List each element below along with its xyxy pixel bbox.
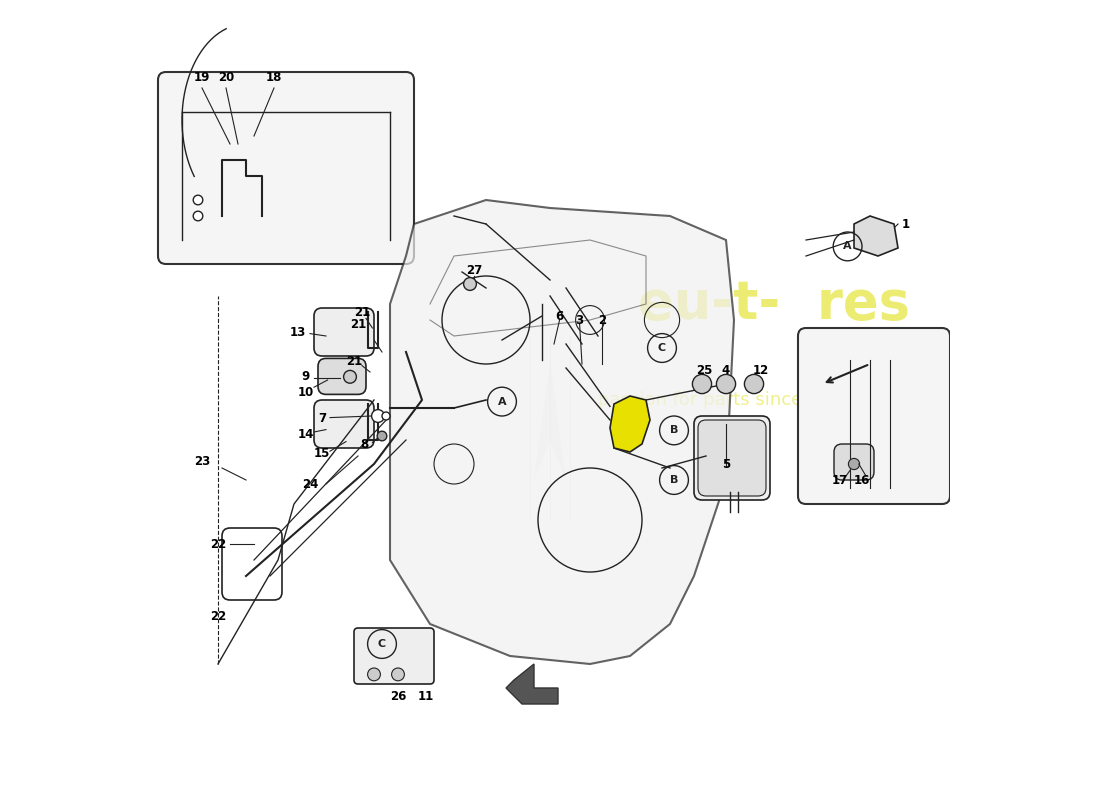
- Circle shape: [745, 374, 763, 394]
- FancyBboxPatch shape: [318, 358, 366, 394]
- Text: 25: 25: [696, 364, 713, 377]
- Polygon shape: [506, 664, 558, 704]
- Circle shape: [692, 374, 712, 394]
- Circle shape: [463, 278, 476, 290]
- Text: 21: 21: [350, 318, 366, 330]
- Polygon shape: [610, 396, 650, 452]
- Text: A: A: [497, 397, 506, 406]
- FancyBboxPatch shape: [834, 444, 874, 480]
- FancyBboxPatch shape: [798, 328, 950, 504]
- Text: 9: 9: [301, 370, 310, 382]
- FancyBboxPatch shape: [314, 400, 374, 448]
- Circle shape: [848, 458, 859, 470]
- Circle shape: [367, 668, 381, 681]
- Text: B: B: [670, 475, 679, 485]
- Text: A: A: [844, 242, 851, 251]
- Text: 21: 21: [345, 355, 362, 368]
- Text: 19: 19: [194, 71, 210, 84]
- Text: 3: 3: [575, 314, 584, 326]
- Text: 13: 13: [290, 326, 306, 338]
- Circle shape: [377, 431, 387, 441]
- Polygon shape: [390, 200, 734, 664]
- FancyBboxPatch shape: [354, 628, 434, 684]
- Text: 23: 23: [194, 455, 210, 468]
- Circle shape: [343, 370, 356, 383]
- FancyBboxPatch shape: [314, 308, 374, 356]
- Circle shape: [372, 410, 384, 422]
- Text: 15: 15: [314, 447, 330, 460]
- Text: eu-t-  res: eu-t- res: [638, 278, 910, 330]
- Text: 24: 24: [301, 478, 318, 490]
- Text: 5: 5: [722, 458, 730, 470]
- Text: 22: 22: [210, 538, 227, 550]
- Text: 6: 6: [556, 310, 563, 322]
- FancyBboxPatch shape: [698, 420, 766, 496]
- Text: C: C: [378, 639, 386, 649]
- FancyBboxPatch shape: [158, 72, 414, 264]
- Text: 10: 10: [298, 386, 315, 398]
- Text: 14: 14: [298, 428, 315, 441]
- Circle shape: [382, 412, 390, 420]
- Text: 21: 21: [354, 306, 370, 318]
- Text: 7: 7: [318, 412, 326, 425]
- Text: 17: 17: [832, 474, 848, 486]
- Text: 4: 4: [722, 364, 730, 377]
- Circle shape: [716, 374, 736, 394]
- Circle shape: [194, 211, 202, 221]
- Text: 20: 20: [218, 71, 234, 84]
- Text: 1: 1: [902, 218, 910, 230]
- Text: 11: 11: [418, 690, 434, 702]
- Text: 22: 22: [210, 610, 227, 622]
- Text: 26: 26: [389, 690, 406, 702]
- Circle shape: [194, 195, 202, 205]
- Text: 27: 27: [466, 264, 482, 277]
- Polygon shape: [534, 360, 566, 480]
- Text: C: C: [658, 343, 667, 353]
- Text: 12: 12: [752, 364, 769, 377]
- Text: 8: 8: [361, 438, 368, 450]
- Text: 16: 16: [854, 474, 870, 486]
- Polygon shape: [854, 216, 898, 256]
- FancyBboxPatch shape: [694, 416, 770, 500]
- Text: B: B: [670, 426, 679, 435]
- Text: passion for parts since 1985: passion for parts since 1985: [598, 391, 854, 409]
- Text: 18: 18: [266, 71, 283, 84]
- Circle shape: [392, 668, 405, 681]
- Text: 2: 2: [598, 314, 606, 326]
